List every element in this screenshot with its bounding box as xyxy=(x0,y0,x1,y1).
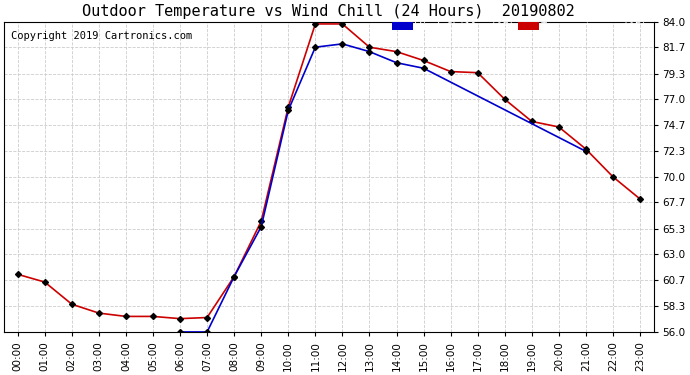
Legend: Wind Chill  (°F), Temperature  (°F): Wind Chill (°F), Temperature (°F) xyxy=(391,21,649,33)
Title: Outdoor Temperature vs Wind Chill (24 Hours)  20190802: Outdoor Temperature vs Wind Chill (24 Ho… xyxy=(83,4,575,19)
Text: Copyright 2019 Cartronics.com: Copyright 2019 Cartronics.com xyxy=(10,31,192,41)
